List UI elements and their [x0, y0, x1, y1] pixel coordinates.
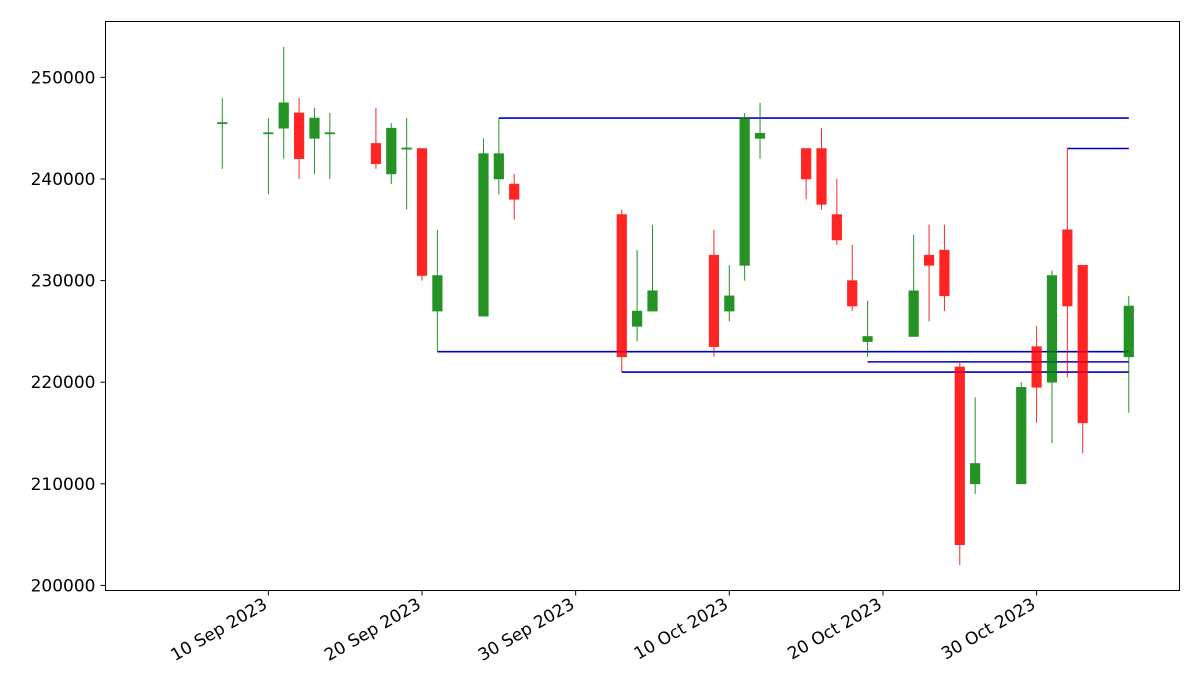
y-tick-label: 200000	[31, 576, 96, 596]
candle	[939, 224, 950, 312]
candle	[370, 107, 382, 169]
x-tick-label: 10 Oct 2023	[631, 595, 732, 665]
candle	[862, 300, 873, 357]
candles	[217, 46, 1134, 566]
y-tick-label: 230000	[31, 272, 96, 292]
y-tick-label: 210000	[31, 475, 96, 495]
candle	[1062, 148, 1073, 378]
candle	[263, 118, 274, 195]
candle-body	[386, 127, 397, 175]
candle	[970, 397, 981, 494]
candle-body	[1046, 275, 1058, 383]
candle	[432, 229, 443, 352]
candle	[401, 118, 412, 210]
candle-body	[616, 214, 627, 358]
candle-body	[478, 153, 489, 317]
candle-body	[801, 148, 812, 180]
candle	[1123, 295, 1134, 413]
candle-body	[647, 290, 658, 312]
candle-body	[1016, 386, 1027, 485]
candle	[386, 123, 397, 185]
candle-body	[754, 132, 766, 139]
candle	[509, 173, 520, 220]
candle-body	[816, 148, 827, 205]
candle-body	[263, 132, 274, 135]
candle	[478, 138, 489, 317]
candle-body	[970, 463, 981, 485]
candle-body	[862, 336, 873, 342]
x-tick-label: 20 Sep 2023	[321, 595, 424, 666]
candle	[754, 102, 766, 159]
candle-body	[831, 214, 842, 241]
candle-body	[923, 254, 935, 266]
candle	[954, 361, 965, 566]
candle	[908, 234, 919, 337]
candle	[278, 46, 289, 159]
candle-body	[632, 310, 643, 327]
candle	[293, 97, 305, 179]
candle	[493, 118, 504, 195]
candle	[708, 229, 720, 357]
x-tick-label: 30 Oct 2023	[938, 595, 1039, 665]
candle-body	[1077, 265, 1088, 424]
candle-body	[724, 295, 735, 312]
y-axis: 200000 210000 220000 230000 240000 250000	[31, 68, 106, 596]
candle	[1077, 265, 1088, 454]
candle	[217, 97, 228, 169]
candle-body	[509, 183, 520, 200]
candle	[831, 178, 842, 246]
candle-body	[847, 280, 858, 307]
candle	[632, 250, 643, 342]
candle-body	[739, 117, 750, 266]
x-tick-label: 20 Oct 2023	[784, 595, 885, 665]
candle	[616, 209, 627, 373]
candle	[847, 245, 858, 312]
candle-body	[293, 112, 305, 159]
candle	[1016, 382, 1027, 485]
candle	[739, 112, 750, 281]
candle-body	[1123, 305, 1134, 358]
candle-body	[432, 275, 443, 312]
candle-body	[401, 147, 412, 150]
candle	[816, 128, 827, 210]
candle	[801, 148, 812, 200]
candle-body	[309, 117, 320, 139]
candle-body	[416, 148, 428, 276]
candle	[324, 112, 335, 179]
candle	[1046, 270, 1058, 444]
candle	[647, 224, 658, 312]
candle-body	[1031, 346, 1042, 388]
candle	[1031, 326, 1042, 423]
level-lines	[437, 117, 1129, 373]
candle-body	[370, 143, 382, 165]
y-tick-label: 220000	[31, 373, 96, 393]
candle	[416, 148, 428, 281]
x-tick-label: 10 Sep 2023	[168, 595, 271, 666]
candle-body	[708, 254, 720, 347]
candle-body	[939, 249, 950, 297]
candle-body	[217, 122, 228, 125]
y-tick-label: 250000	[31, 68, 96, 88]
candle-body	[278, 102, 289, 129]
candle-body	[493, 153, 504, 180]
plot-frame	[105, 21, 1180, 591]
y-tick-label: 240000	[31, 170, 96, 190]
x-tick-label: 30 Sep 2023	[475, 595, 578, 666]
candle-body	[908, 290, 919, 337]
candle-body	[954, 366, 965, 546]
candle-body	[1062, 229, 1073, 307]
candle	[724, 265, 735, 322]
x-axis: 10 Sep 2023 20 Sep 2023 30 Sep 2023 10 Oct …	[168, 590, 1039, 666]
candle-body	[324, 132, 335, 135]
candle	[923, 224, 935, 322]
candle	[309, 107, 320, 174]
